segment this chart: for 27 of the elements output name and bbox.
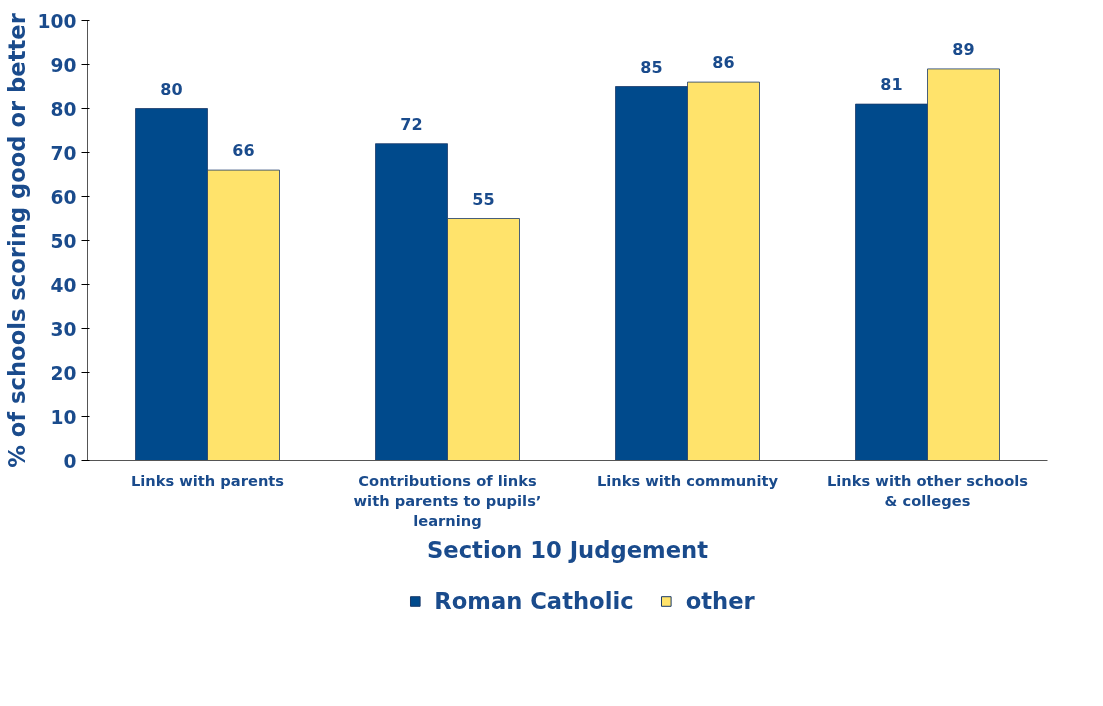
y-tick-label: 10 [50, 406, 77, 428]
legend-label: Roman Catholic [434, 587, 634, 616]
legend-label: other [685, 587, 755, 616]
y-tick-label: 100 [37, 10, 77, 32]
data-label: 55 [472, 189, 495, 209]
y-tick-label: 60 [50, 186, 77, 208]
x-tick-label: Contributions of links with parents to pupils’ learning [353, 471, 542, 530]
data-label: 86 [712, 53, 735, 73]
y-tick-label: 70 [50, 142, 77, 164]
y-tick-label: 50 [50, 230, 77, 252]
y-tick-label: 20 [50, 362, 77, 384]
x-tick-label: Links with community [596, 471, 779, 489]
y-axis-title: % of schools scoring good or better [3, 12, 30, 468]
data-label: 81 [880, 75, 903, 95]
y-tick-label: 40 [50, 274, 77, 296]
data-label: 66 [232, 141, 255, 161]
x-tick-label: Links with parents [130, 471, 285, 489]
y-tick-label: 90 [50, 54, 77, 76]
y-tick-label: 80 [50, 98, 77, 120]
x-tick-label: Links with other schools & colleges [827, 471, 1029, 509]
data-label: 85 [640, 57, 663, 77]
x-axis-title: Section 10 Judgement [427, 537, 709, 564]
data-label: 89 [952, 39, 975, 59]
data-label: 80 [160, 79, 183, 99]
y-tick-label: 30 [50, 318, 77, 340]
data-label: 72 [400, 114, 423, 134]
y-tick-label: 0 [63, 450, 77, 472]
